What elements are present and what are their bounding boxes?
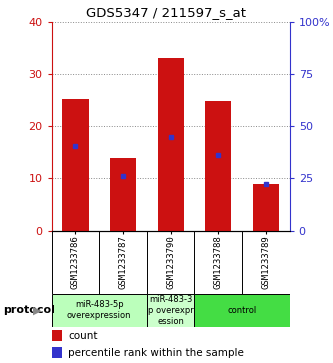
Bar xyxy=(110,159,136,231)
Text: percentile rank within the sample: percentile rank within the sample xyxy=(68,348,244,358)
Bar xyxy=(62,99,89,231)
Text: miR-483-5p
overexpression: miR-483-5p overexpression xyxy=(67,300,132,321)
Text: GSM1233787: GSM1233787 xyxy=(119,235,128,289)
Text: GSM1233786: GSM1233786 xyxy=(71,235,80,289)
Bar xyxy=(52,330,62,341)
Bar xyxy=(194,294,290,327)
Text: protocol: protocol xyxy=(3,305,55,315)
Text: GSM1233790: GSM1233790 xyxy=(166,235,175,289)
Bar xyxy=(147,294,194,327)
Text: control: control xyxy=(227,306,257,315)
Bar xyxy=(52,347,62,358)
Bar xyxy=(205,101,231,231)
Text: GDS5347 / 211597_s_at: GDS5347 / 211597_s_at xyxy=(87,6,246,19)
Text: miR-483-3
p overexpr
ession: miR-483-3 p overexpr ession xyxy=(148,295,193,326)
Text: ▶: ▶ xyxy=(33,305,41,315)
Text: GSM1233788: GSM1233788 xyxy=(214,235,223,289)
Bar xyxy=(158,58,184,231)
Text: count: count xyxy=(68,331,98,340)
Bar xyxy=(253,184,279,231)
Text: GSM1233789: GSM1233789 xyxy=(261,235,270,289)
Bar xyxy=(52,294,147,327)
